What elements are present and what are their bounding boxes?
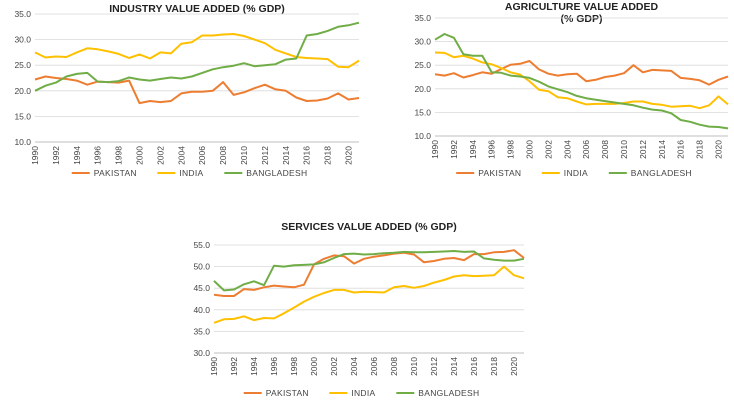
- x-tick-label: 2008: [389, 357, 399, 376]
- x-tick-label: 1990: [430, 140, 440, 159]
- x-tick-label: 1994: [72, 146, 82, 165]
- y-tick-label: 10.0: [14, 137, 31, 147]
- y-tick-label: 30.0: [193, 348, 210, 358]
- services-chart: SERVICES VALUE ADDED (% GDP) 30.0 35.0 40.0…: [160, 210, 530, 402]
- series-line-pakistan: [34, 75, 360, 105]
- x-tick-label: 1996: [269, 357, 279, 376]
- x-tick-label: 2000: [525, 140, 535, 159]
- x-tick-label: 2004: [176, 146, 186, 165]
- legend-label-bangladesh: BANGLADESH: [631, 168, 692, 178]
- x-tick-label: 1996: [93, 146, 103, 165]
- series-line-bangladesh: [213, 250, 525, 292]
- legend-label-pakistan: PAKISTAN: [478, 168, 521, 178]
- chart-title-line: SERVICES VALUE ADDED (% GDP): [281, 221, 456, 233]
- series-line-india: [434, 51, 729, 110]
- legend-label-india: INDIA: [564, 168, 588, 178]
- y-tick-label: 35.0: [414, 13, 431, 23]
- y-tick-label: 35.0: [14, 9, 31, 19]
- legend-label-bangladesh: BANGLADESH: [418, 388, 479, 398]
- x-tick-label: 1996: [487, 140, 497, 159]
- x-tick-label: 2016: [469, 357, 479, 376]
- chart-title-line: AGRICULTURE VALUE ADDED: [505, 1, 659, 13]
- x-tick-label: 2000: [309, 357, 319, 376]
- x-tick-label: 2018: [323, 146, 333, 165]
- x-tick-label: 2000: [135, 146, 145, 165]
- x-tick-label: 2012: [429, 357, 439, 376]
- x-tick-label: 2018: [695, 140, 705, 159]
- x-tick-label: 1990: [30, 146, 40, 165]
- x-tick-label: 1998: [114, 146, 124, 165]
- x-tick-label: 2006: [581, 140, 591, 159]
- x-tick-label: 2016: [302, 146, 312, 165]
- x-tick-label: 2014: [657, 140, 667, 159]
- y-tick-label: 25.0: [14, 60, 31, 70]
- y-tick-label: 50.0: [193, 262, 210, 272]
- x-tick-label: 1998: [506, 140, 516, 159]
- x-tick-label: 2016: [676, 140, 686, 159]
- y-tick-label: 15.0: [14, 111, 31, 121]
- legend-label-bangladesh: BANGLADESH: [246, 168, 307, 178]
- chart-title-line: (% GDP): [561, 13, 603, 25]
- x-tick-label: 2004: [562, 140, 572, 159]
- y-tick-label: 55.0: [193, 240, 210, 250]
- x-tick-label: 2008: [218, 146, 228, 165]
- y-tick-label: 40.0: [193, 305, 210, 315]
- y-tick-label: 35.0: [193, 326, 210, 336]
- x-tick-label: 1994: [468, 140, 478, 159]
- y-tick-label: 30.0: [414, 37, 431, 47]
- x-tick-label: 2002: [155, 146, 165, 165]
- legend-label-pakistan: PAKISTAN: [94, 168, 137, 178]
- y-tick-label: 10.0: [414, 131, 431, 141]
- series-line-bangladesh: [434, 33, 729, 130]
- legend-label-india: INDIA: [179, 168, 203, 178]
- x-tick-label: 2014: [449, 357, 459, 376]
- x-tick-label: 2010: [239, 146, 249, 165]
- x-tick-label: 1992: [229, 357, 239, 376]
- x-tick-label: 2010: [619, 140, 629, 159]
- x-tick-label: 2020: [714, 140, 724, 159]
- x-tick-label: 2006: [197, 146, 207, 165]
- services-chart-svg: SERVICES VALUE ADDED (% GDP) 30.0 35.0 40.0…: [193, 221, 525, 398]
- chart-title-line: INDUSTRY VALUE ADDED (% GDP): [109, 3, 285, 15]
- x-tick-label: 1992: [51, 146, 61, 165]
- series-line-pakistan: [213, 249, 525, 297]
- x-tick-label: 1998: [289, 357, 299, 376]
- series-line-india: [34, 33, 360, 69]
- x-tick-label: 2006: [369, 357, 379, 376]
- agriculture-chart: AGRICULTURE VALUE ADDED (% GDP) 10.0 15.0 20…: [367, 0, 734, 190]
- industry-chart-svg: INDUSTRY VALUE ADDED (% GDP) 10.0 15.0 20.0…: [14, 3, 360, 178]
- x-tick-label: 2014: [281, 146, 291, 165]
- agriculture-chart-svg: AGRICULTURE VALUE ADDED(% GDP) 10.0 15.0 20…: [414, 1, 729, 178]
- x-tick-label: 2002: [543, 140, 553, 159]
- x-tick-label: 1990: [209, 357, 219, 376]
- x-tick-label: 2012: [260, 146, 270, 165]
- y-tick-label: 45.0: [193, 283, 210, 293]
- y-tick-label: 20.0: [14, 86, 31, 96]
- series-line-pakistan: [434, 60, 729, 86]
- series-line-india: [213, 265, 525, 324]
- x-tick-label: 2008: [600, 140, 610, 159]
- x-tick-label: 2010: [409, 357, 419, 376]
- y-tick-label: 20.0: [414, 84, 431, 94]
- x-tick-label: 1992: [449, 140, 459, 159]
- x-tick-label: 2020: [344, 146, 354, 165]
- x-tick-label: 2002: [329, 357, 339, 376]
- y-tick-label: 15.0: [414, 107, 431, 117]
- series-line-bangladesh: [34, 21, 360, 92]
- legend-label-pakistan: PAKISTAN: [266, 388, 309, 398]
- industry-chart: INDUSTRY VALUE ADDED (% GDP) 10.0 15.0 20.0…: [0, 0, 367, 190]
- legend-label-india: INDIA: [351, 388, 375, 398]
- x-tick-label: 1994: [249, 357, 259, 376]
- x-tick-label: 2004: [349, 357, 359, 376]
- x-tick-label: 2020: [509, 357, 519, 376]
- y-tick-label: 30.0: [14, 35, 31, 45]
- x-tick-label: 2012: [638, 140, 648, 159]
- x-tick-label: 2018: [489, 357, 499, 376]
- y-tick-label: 25.0: [414, 60, 431, 70]
